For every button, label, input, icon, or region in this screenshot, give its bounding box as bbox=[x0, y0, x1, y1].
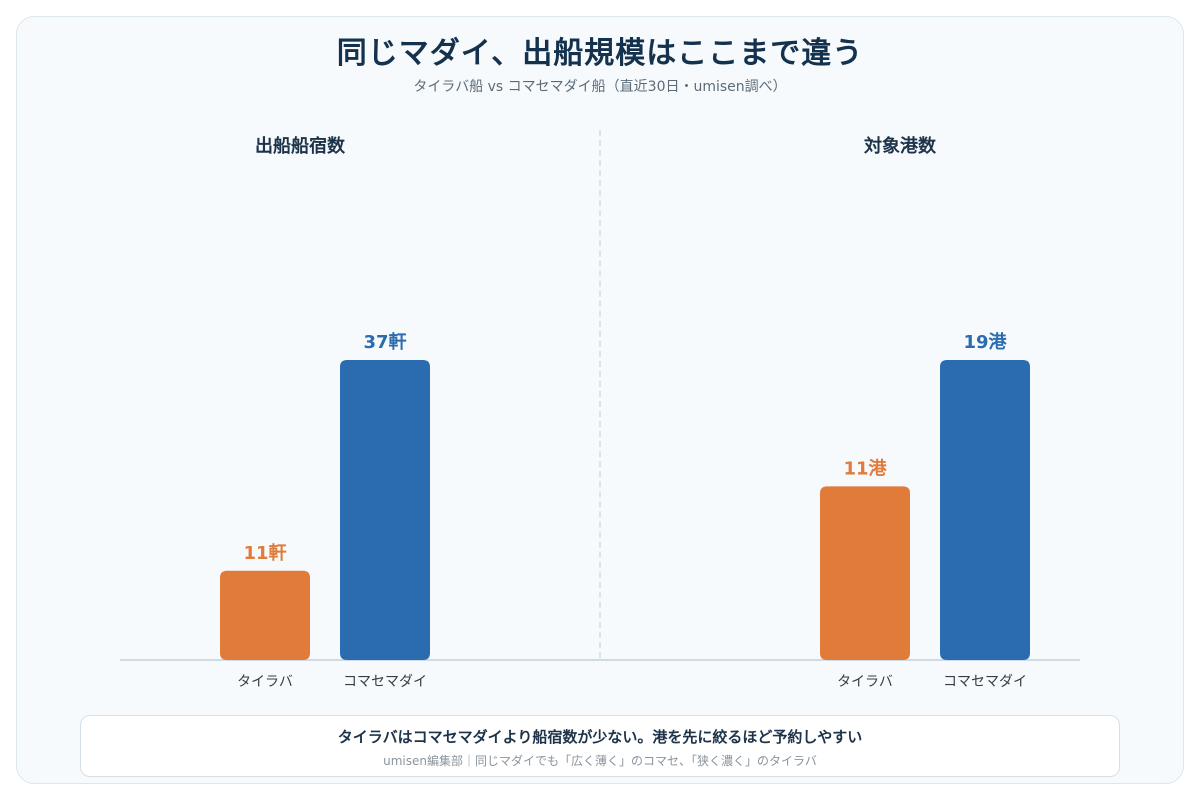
chart-title: 同じマダイ、出船規模はここまで違う bbox=[336, 36, 864, 71]
bar-boats-tairaba bbox=[220, 570, 310, 660]
data-label-boats-tairaba: 11軒 bbox=[243, 542, 286, 564]
panel-title-boats: 出船船宿数 bbox=[255, 136, 345, 157]
bar-ports-komase bbox=[940, 360, 1030, 660]
chart-subtitle: タイラバ船 vs コマセマダイ船（直近30日・umisen調べ） bbox=[413, 79, 787, 95]
data-label-ports-komase: 19港 bbox=[963, 332, 1007, 353]
category-label-boats-komase: コマセマダイ bbox=[343, 674, 427, 690]
data-label-boats-komase: 37軒 bbox=[363, 331, 406, 353]
panel-title-ports: 対象港数 bbox=[864, 136, 936, 157]
panel-divider bbox=[599, 130, 601, 658]
bar-boats-komase bbox=[340, 360, 430, 660]
data-label-ports-tairaba: 11港 bbox=[843, 458, 887, 479]
category-label-boats-tairaba: タイラバ bbox=[237, 674, 293, 690]
category-label-ports-tairaba: タイラバ bbox=[837, 674, 893, 690]
footer-note: umisen編集部｜同じマダイでも「広く薄く」のコマセ、「狭く濃く」のタイラバ bbox=[383, 754, 817, 768]
footer-summary: タイラバはコマセマダイより船宿数が少ない。港を先に絞るほど予約しやすい bbox=[337, 728, 863, 746]
footer-box: タイラバはコマセマダイより船宿数が少ない。港を先に絞るほど予約しやすい umis… bbox=[80, 715, 1120, 777]
bar-ports-tairaba bbox=[820, 486, 910, 660]
category-label-ports-komase: コマセマダイ bbox=[943, 674, 1027, 690]
